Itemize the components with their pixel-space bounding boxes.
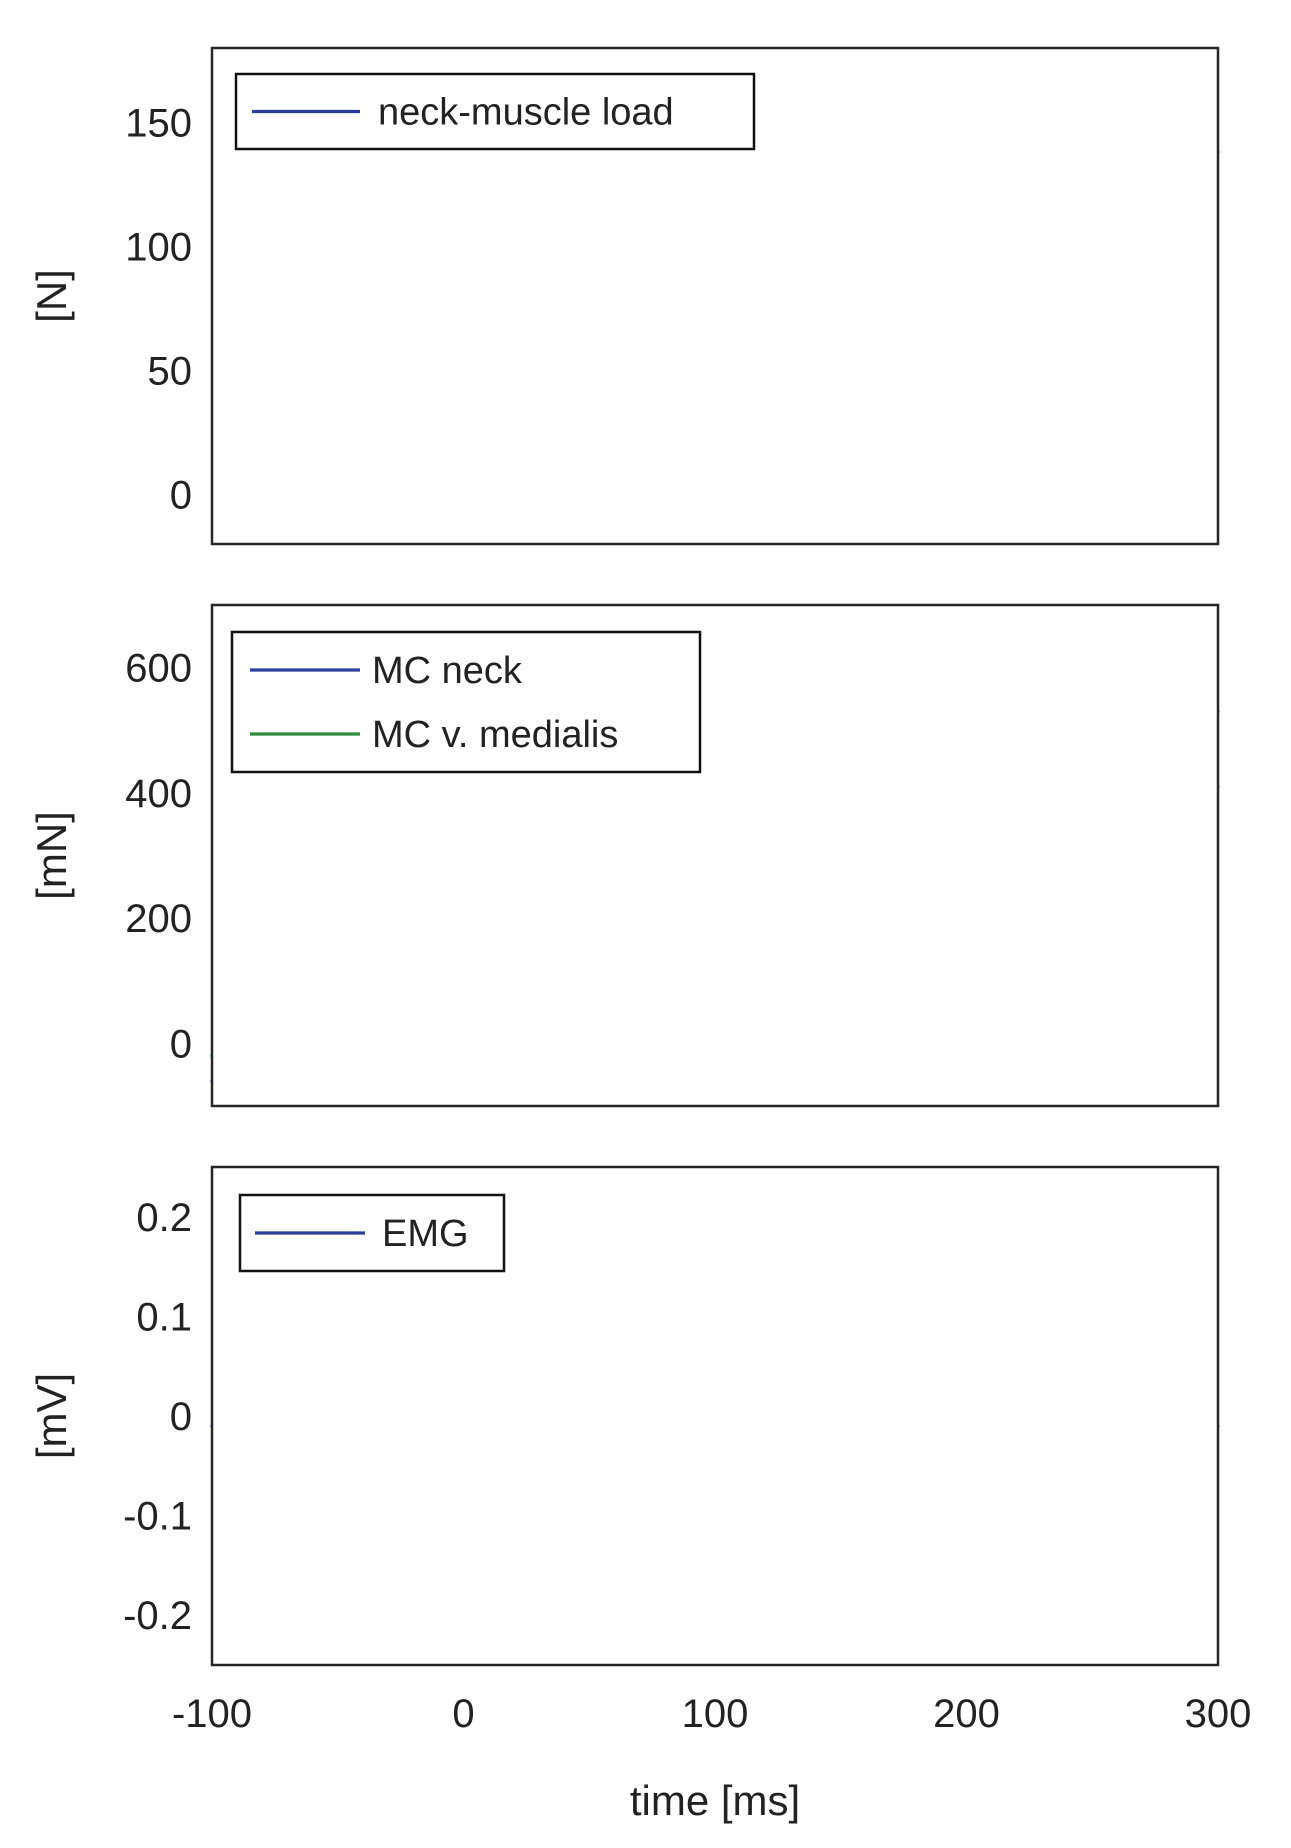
panel-1: 0 50 100 150 [N] neck-muscle load <box>28 46 1220 546</box>
y-tick-label: -0.1 <box>123 1495 192 1539</box>
legend: MC neck MC v. medialis <box>230 630 702 774</box>
legend-entry: MC neck <box>372 650 523 692</box>
legend: EMG <box>238 1193 506 1273</box>
y-tick-label: 600 <box>125 647 192 691</box>
panel-3: trigger-0.2-0.100.10.2[mV]-1000100200300… <box>28 1165 1252 1824</box>
legend-entry: EMG <box>382 1213 469 1255</box>
panel-2: 0 200 400 600 [mN] MC neck MC v. medialis <box>28 603 1220 1108</box>
x-axis-label: time [ms] <box>630 1777 800 1824</box>
legend-box <box>230 630 702 774</box>
legend-entry: neck-muscle load <box>378 92 674 134</box>
x-tick-label: 0 <box>452 1692 474 1736</box>
legend-entry: MC v. medialis <box>372 714 618 756</box>
y-tick-label: 200 <box>125 897 192 941</box>
y-tick-label: 0 <box>170 1022 192 1066</box>
x-tick-label: 300 <box>1185 1692 1252 1736</box>
y-tick-label: -0.2 <box>123 1594 192 1638</box>
y-tick-label: 0.1 <box>136 1295 192 1339</box>
y-tick-label: 0 <box>170 473 192 517</box>
y-tick-label: 100 <box>125 225 192 269</box>
y-axis-label: [N] <box>28 269 75 323</box>
y-tick-label: 0 <box>170 1395 192 1439</box>
y-tick-label: 400 <box>125 772 192 816</box>
y-axis-label: [mN] <box>28 811 75 900</box>
x-tick-label: 100 <box>682 1692 749 1736</box>
x-tick-label: 200 <box>933 1692 1000 1736</box>
y-tick-label: 0.2 <box>136 1196 192 1240</box>
y-tick-label: 150 <box>125 101 192 145</box>
x-tick-label: -100 <box>172 1692 252 1736</box>
legend: neck-muscle load <box>234 72 756 151</box>
y-axis-label: [mV] <box>28 1373 75 1459</box>
y-tick-label: 50 <box>148 349 193 393</box>
